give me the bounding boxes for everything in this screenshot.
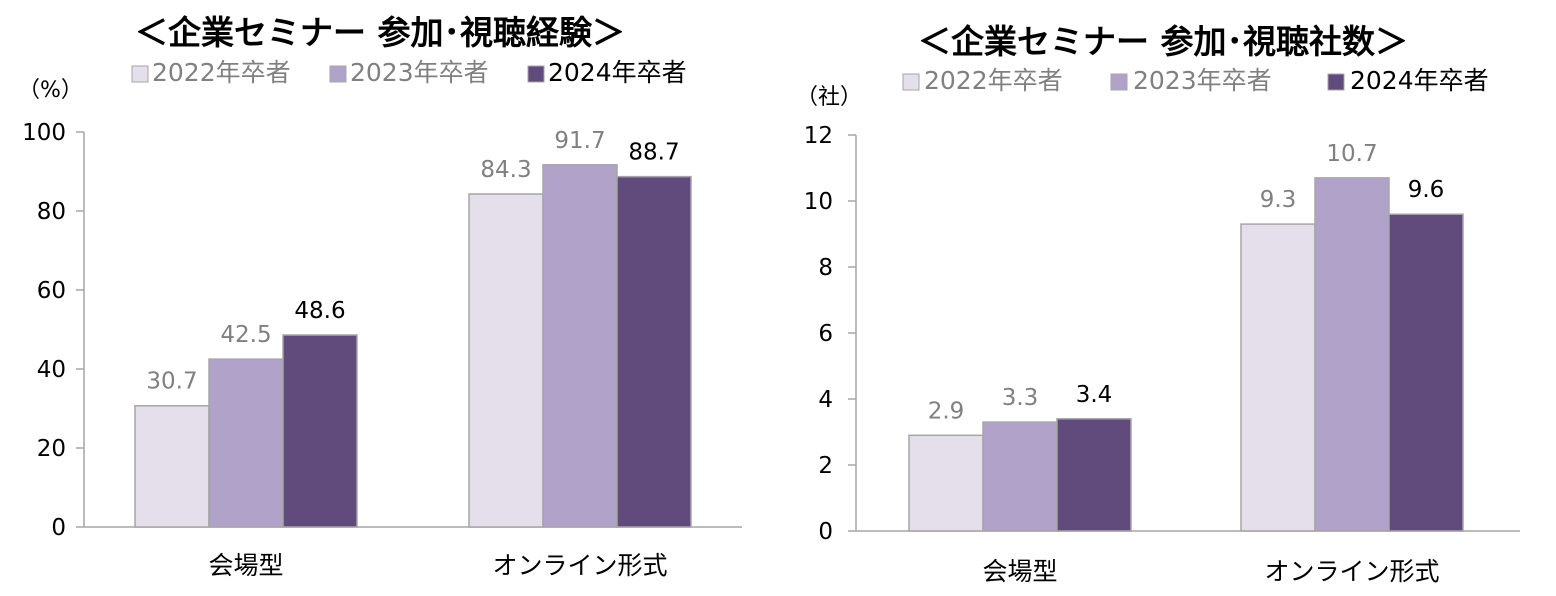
legend-swatch [329, 65, 347, 83]
legend-swatch [131, 65, 149, 83]
y-tick-label: 0 [51, 515, 66, 541]
data-label: 9.6 [1408, 177, 1445, 203]
y-tick-label: 60 [37, 278, 66, 304]
data-label: 88.7 [628, 140, 679, 166]
bar [908, 434, 984, 532]
bar [468, 193, 544, 528]
bar [282, 334, 358, 528]
y-tick-label: 10 [804, 189, 833, 215]
legend-swatch [1327, 73, 1345, 91]
chart-title: ＜企業セミナー 参加･視聴社数＞ [918, 22, 1408, 61]
data-label: 3.4 [1076, 382, 1113, 408]
bar [616, 175, 692, 528]
bar [982, 421, 1058, 532]
y-tick-label: 6 [818, 321, 833, 347]
y-tick-label: 40 [37, 357, 66, 383]
legend-swatch [527, 65, 545, 83]
bar [1388, 213, 1464, 532]
data-label: 91.7 [554, 128, 605, 154]
y-tick-label: 4 [818, 387, 833, 413]
y-unit-label: （社） [796, 85, 862, 110]
legend-entry: 2024年卒者 [1350, 66, 1489, 95]
x-category-label: 会場型 [208, 551, 283, 580]
bar [208, 358, 284, 528]
data-label: 10.7 [1326, 141, 1377, 167]
x-category-label: オンライン形式 [1264, 557, 1439, 586]
y-tick-label: 20 [37, 436, 66, 462]
bar [1240, 223, 1316, 532]
chart-2: ＜企業セミナー 参加･視聴社数＞ （社） 2022年卒者 2023年卒者 2024年卒者… [796, 22, 1520, 586]
y-unit-label: （%） [18, 78, 83, 103]
data-label: 3.3 [1002, 385, 1039, 411]
x-category-label: オンライン形式 [492, 551, 667, 580]
legend-entry: 2024年卒者 [548, 58, 687, 87]
data-label: 2.9 [928, 398, 965, 424]
y-tick-label: 12 [804, 123, 833, 149]
legend-entry: 2022年卒者 [924, 66, 1063, 95]
bar [1056, 418, 1132, 532]
y-tick-label: 8 [818, 255, 833, 281]
legend-entry: 2023年卒者 [1133, 66, 1272, 95]
y-tick-label: 2 [818, 453, 833, 479]
data-label: 48.6 [294, 298, 345, 324]
legend-swatch [902, 73, 920, 91]
bar [542, 164, 618, 528]
bar [134, 404, 210, 528]
data-label: 42.5 [220, 322, 271, 348]
legend-swatch [1110, 73, 1128, 91]
legend-entry: 2023年卒者 [350, 58, 489, 87]
chart-title: ＜企業セミナー 参加･視聴経験＞ [135, 13, 625, 52]
y-tick-label: 80 [37, 199, 66, 225]
x-category-label: 会場型 [982, 557, 1057, 586]
chart-1: ＜企業セミナー 参加･視聴経験＞ （%） 2022年卒者 2023年卒者 2024年卒者… [18, 13, 742, 580]
data-label: 30.7 [146, 369, 197, 395]
legend-entry: 2022年卒者 [152, 58, 291, 87]
y-tick-label: 0 [818, 519, 833, 545]
data-label: 9.3 [1260, 187, 1297, 213]
data-label: 84.3 [480, 157, 531, 183]
y-tick-label: 100 [22, 120, 66, 146]
bar [1314, 177, 1390, 532]
